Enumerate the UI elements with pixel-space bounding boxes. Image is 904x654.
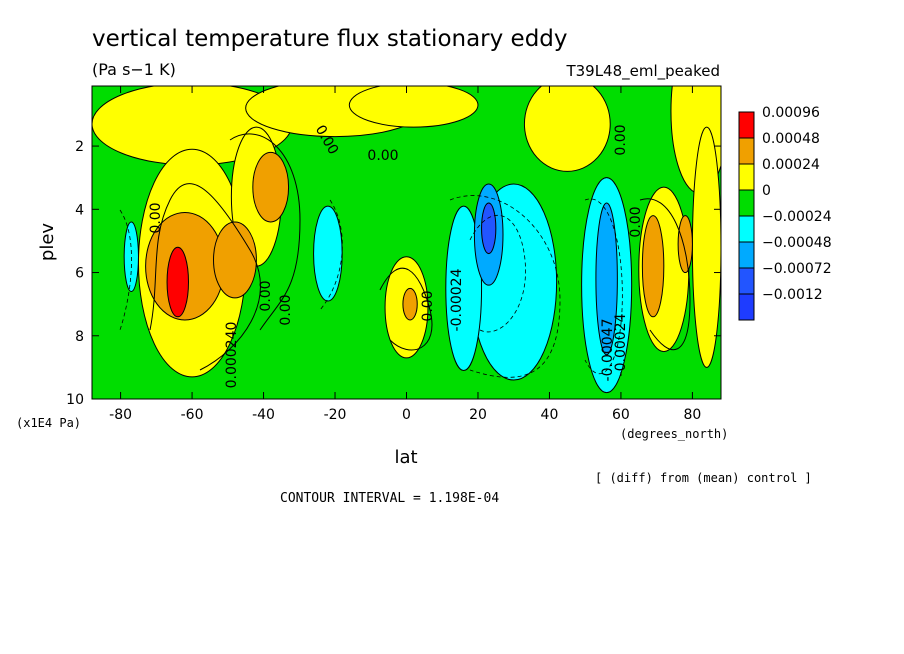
run-label: T39L48_eml_peaked [565, 62, 720, 81]
legend-swatch [738, 111, 755, 139]
contour-fill [691, 126, 721, 368]
contour-fill [641, 215, 665, 318]
legend-swatch [738, 215, 755, 243]
contour-fill [313, 205, 343, 302]
legend-swatch [738, 293, 755, 321]
x-axis: -80 -60 -40 -20 0 20 40 60 80 [109, 86, 701, 423]
contour-interval: CONTOUR INTERVAL = 1.198E-04 [280, 491, 499, 506]
y-tick-label: 8 [75, 329, 84, 345]
legend-swatch [738, 241, 755, 269]
contour-fill [595, 202, 618, 356]
legend-swatch [738, 137, 755, 165]
legend-label: −0.00024 [762, 209, 832, 225]
color-legend: 0.00096 0.00048 0.00024 0 −0.00024 −0.00048 −0… [738, 105, 832, 321]
x-tick-label: 60 [612, 407, 630, 423]
contour-label: 0.00 [148, 202, 164, 233]
y-axis-units: (x1E4 Pa) [16, 416, 81, 430]
contour-label: 0.00 [613, 124, 629, 155]
contour-fill [166, 246, 189, 318]
contour-line [449, 195, 561, 378]
legend-label: 0.00048 [762, 131, 820, 147]
y-tick-label: 4 [75, 202, 84, 218]
diff-note: [ (diff) from (mean) control ] [595, 471, 812, 485]
y-axis-label: plev [37, 223, 58, 262]
contour-label: 0.00 [628, 206, 644, 237]
contour-label: -0.00024 [613, 313, 629, 376]
legend-label: −0.00072 [762, 261, 832, 277]
contour-line [229, 133, 301, 331]
contour-label: 0.000240 [224, 322, 240, 389]
legend-label: 0.00024 [762, 157, 820, 173]
contour-label: 0.00 [367, 148, 398, 164]
x-axis-units: (degrees_north) [620, 427, 728, 441]
contour-fill [402, 287, 418, 321]
x-tick-label: 40 [541, 407, 559, 423]
contour-label: 0.00 [278, 294, 294, 325]
x-tick-label: -60 [181, 407, 204, 423]
y-tick-label: 6 [75, 266, 84, 282]
legend-label: −0.00048 [762, 235, 832, 251]
contour-fill [123, 221, 139, 293]
contour-line [584, 198, 623, 375]
x-tick-label: 0 [402, 407, 411, 423]
legend-swatch [738, 267, 755, 295]
contour-fill [213, 221, 257, 299]
contour-label: 0.00 [420, 290, 436, 321]
contour-line [639, 198, 691, 350]
legend-label: 0 [762, 183, 771, 199]
contour-fill [677, 215, 693, 274]
contour-lines [119, 133, 691, 378]
contour-fill [523, 86, 611, 172]
x-tick-label: 80 [683, 407, 701, 423]
contour-fills [92, 86, 721, 394]
contour-fill [348, 86, 479, 128]
chart-title: vertical temperature flux stationary edd… [92, 26, 568, 52]
legend-swatch [738, 189, 755, 217]
chart-units: (Pa s−1 K) [92, 60, 176, 79]
legend-swatch [738, 163, 755, 191]
contour-fill [252, 151, 290, 223]
contour-label: -0.00047 [600, 319, 616, 382]
contour-fill [445, 205, 483, 372]
contour-line [319, 199, 343, 311]
y-tick-label: 10 [66, 392, 84, 408]
legend-label: −0.0012 [762, 287, 823, 303]
y-axis: 2 4 6 8 10 [66, 139, 721, 408]
contour-fill [481, 202, 497, 255]
x-axis-label: lat [394, 447, 417, 468]
x-tick-label: -80 [109, 407, 132, 423]
legend-label: 0.00096 [762, 105, 820, 121]
x-tick-label: 20 [469, 407, 487, 423]
contour-label: -0.00024 [449, 268, 465, 331]
y-tick-label: 2 [75, 139, 84, 155]
contour-line [149, 183, 261, 371]
contour-line [469, 214, 526, 333]
contour-label: 0.00 [258, 280, 274, 311]
x-tick-label: -20 [324, 407, 347, 423]
contour-line [379, 267, 433, 351]
x-tick-label: -40 [252, 407, 275, 423]
